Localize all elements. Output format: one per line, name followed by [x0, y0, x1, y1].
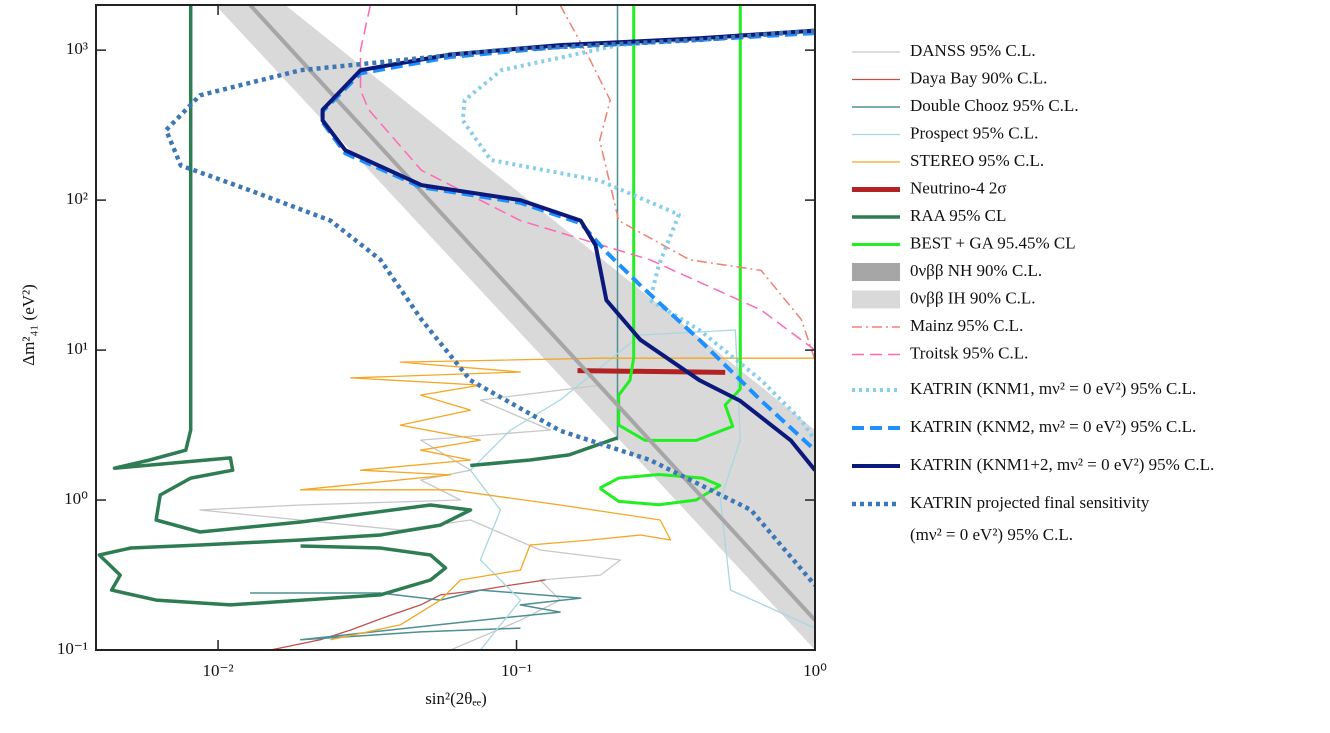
series-line: [97, 5, 619, 607]
legend-label: Troitsk 95% C.L.: [910, 343, 1028, 362]
legend-label: STEREO 95% C.L.: [910, 151, 1044, 170]
series-line: [469, 329, 815, 650]
legend: DANSS 95% C.L. Daya Bay 90% C.L. Double Ch…: [852, 41, 1214, 544]
legend-label: 0νββ IH 90% C.L.: [910, 288, 1036, 307]
legend-label: DANSS 95% C.L.: [910, 41, 1036, 60]
legend-label: BEST + GA 95.45% CL: [910, 233, 1076, 252]
legend-label: 0νββ NH 90% C.L.: [910, 261, 1042, 280]
series-line: [299, 357, 815, 641]
y-axis-label: Δm²₄₁ (eV²): [19, 284, 38, 366]
series-line: [199, 384, 622, 650]
band: [215, 5, 815, 650]
series-line: [320, 31, 815, 452]
legend-label: KATRIN projected final sensitivity: [910, 493, 1150, 512]
legend-label: RAA 95% CL: [910, 206, 1006, 225]
series-line: [359, 5, 815, 351]
legend-label: Double Chooz 95% C.L.: [910, 96, 1079, 115]
legend-swatch: [852, 290, 900, 309]
legend-label: Neutrino-4 2σ: [910, 178, 1007, 197]
y-tick-label: 10³: [66, 39, 88, 58]
legend-label: Mainz 95% C.L.: [910, 316, 1023, 335]
y-tick-label: 10²: [66, 189, 88, 208]
plot-area: [97, 5, 815, 650]
legend-label: KATRIN (KNM2, mν² = 0 eV²) 95% C.L.: [910, 417, 1196, 436]
y-tick-label: 10¹: [66, 339, 88, 358]
legend-swatch: [852, 263, 900, 281]
legend-label: Prospect 95% C.L.: [910, 123, 1038, 142]
legend-label: KATRIN (KNM1, mν² = 0 eV²) 95% C.L.: [910, 379, 1196, 398]
x-tick-label: 10⁻¹: [501, 661, 532, 680]
series-line: [598, 5, 742, 507]
legend-label: KATRIN (KNM1+2, mν² = 0 eV²) 95% C.L.: [910, 455, 1214, 474]
axes-frame: [95, 4, 816, 651]
y-tick-label: 10⁰: [64, 489, 88, 508]
series-line: [559, 5, 815, 361]
x-tick-label: 10⁰: [803, 661, 827, 680]
x-tick-label: 10⁻²: [203, 661, 234, 680]
x-axis-label: sin²(2θₑₑ): [425, 689, 487, 708]
y-tick-label: 10⁻¹: [57, 639, 88, 658]
series-line: [248, 5, 815, 622]
series-line: [577, 368, 726, 375]
legend-label: (mν² = 0 eV²) 95% C.L.: [910, 525, 1073, 544]
legend-label: Daya Bay 90% C.L.: [910, 68, 1047, 87]
